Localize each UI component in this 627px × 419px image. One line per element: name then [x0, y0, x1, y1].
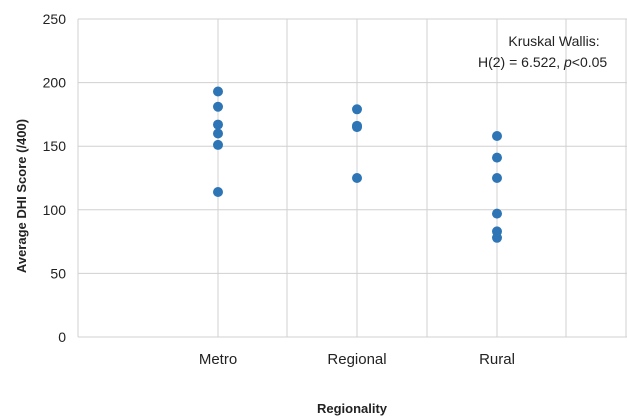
y-tick-label: 50 — [50, 265, 66, 281]
data-point — [213, 86, 223, 97]
annotation-line-1: Kruskal Wallis: — [508, 33, 599, 49]
x-category-label: Regional — [327, 351, 386, 368]
y-tick-label: 250 — [43, 11, 67, 27]
y-axis-title: Average DHI Score (/400) — [14, 119, 29, 273]
annotation-p-italic: p — [563, 54, 572, 70]
data-point — [213, 128, 223, 139]
data-point — [352, 104, 362, 115]
data-point — [213, 139, 223, 150]
data-point — [213, 119, 223, 130]
x-category-label: Metro — [199, 351, 237, 368]
x-category-labels: Metro Regional Rural — [199, 351, 515, 368]
y-tick-label: 0 — [58, 329, 66, 345]
annotation-line-2: H(2) = 6.522, p<0.05 — [478, 54, 607, 70]
data-point — [492, 131, 502, 142]
data-point — [352, 122, 362, 133]
data-point — [213, 101, 223, 112]
annotation-h-statistic: H(2) = 6.522, — [478, 54, 564, 70]
y-tick-labels: 0 50 100 150 200 250 — [43, 11, 67, 345]
x-axis-title: Regionality — [317, 401, 388, 416]
data-point — [492, 208, 502, 219]
data-point — [492, 173, 502, 183]
x-category-label: Rural — [479, 351, 515, 368]
data-point — [492, 232, 502, 243]
y-tick-label: 150 — [43, 138, 67, 154]
data-point — [213, 186, 223, 197]
data-point — [492, 152, 502, 163]
y-tick-label: 100 — [43, 202, 67, 218]
y-tick-label: 200 — [43, 75, 67, 91]
data-points — [213, 86, 502, 243]
annotation-p-value: <0.05 — [572, 54, 608, 70]
data-point — [352, 173, 362, 183]
